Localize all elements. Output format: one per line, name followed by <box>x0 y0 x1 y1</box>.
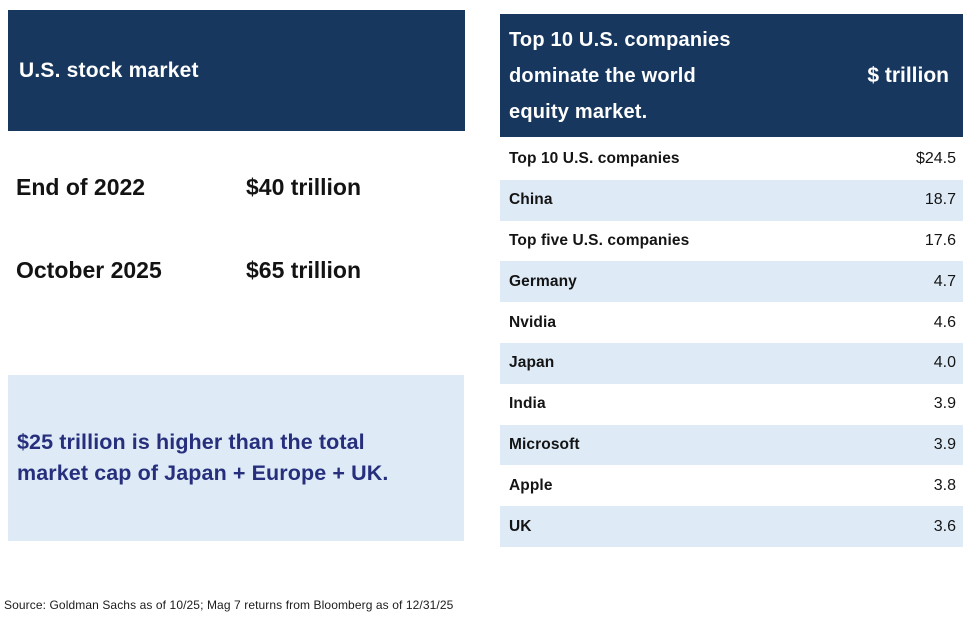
table-row-value: $24.5 <box>915 150 956 168</box>
table-row: Top 10 U.S. companies $24.5 <box>500 139 963 180</box>
table-row-value: 4.0 <box>933 354 956 372</box>
top10-title-line-3: equity market. <box>509 100 648 123</box>
us-stock-market-title: U.S. stock market <box>19 58 199 82</box>
stat-label: October 2025 <box>16 256 162 283</box>
stat-row: End of 2022 $40 trillion <box>8 172 464 202</box>
table-row-value: 4.7 <box>933 272 956 290</box>
top10-table-header: Top 10 U.S. companies dominate the world… <box>500 14 963 137</box>
market-cap-table: Top 10 U.S. companies $24.5 China 18.7 Top f… <box>500 139 963 547</box>
table-row: Microsoft 3.9 <box>500 424 963 466</box>
stat-value: $65 trillion <box>246 256 362 283</box>
table-row: Germany 4.7 <box>500 261 963 303</box>
table-row: Top five U.S. companies 17.6 <box>500 220 963 262</box>
stat-label: End of 2022 <box>16 173 146 200</box>
callout-line-2: market cap of Japan + Europe + UK. <box>17 461 389 485</box>
table-row: Japan 4.0 <box>500 342 963 384</box>
table-row-value: 3.9 <box>933 435 956 453</box>
us-stock-market-stats: End of 2022 $40 trillion October 2025 $65 t… <box>8 172 464 285</box>
table-row: India 3.9 <box>500 383 963 425</box>
callout-line-1: $25 trillion is higher than the total <box>17 430 365 454</box>
table-row-label: Japan <box>509 354 555 372</box>
table-row-label: Nvidia <box>509 313 557 331</box>
table-row-value: 4.6 <box>933 313 956 331</box>
top10-table-title: Top 10 U.S. companies dominate the world… <box>509 22 867 130</box>
us-stock-market-header: U.S. stock market <box>8 10 465 131</box>
table-row-value: 3.9 <box>933 395 956 413</box>
table-row-label: Microsoft <box>509 435 580 453</box>
table-row-value: 3.6 <box>933 517 956 535</box>
unit-label: $ trillion <box>867 63 949 87</box>
table-row-label: Germany <box>509 272 577 290</box>
table-row-label: UK <box>509 517 532 535</box>
source-note: Source: Goldman Sachs as of 10/25; Mag 7… <box>4 598 454 612</box>
table-row: Apple 3.8 <box>500 465 963 507</box>
table-row-label: Apple <box>509 476 553 494</box>
table-row-value: 18.7 <box>924 191 956 209</box>
table-row-value: 17.6 <box>924 231 956 249</box>
table-row-label: Top five U.S. companies <box>509 231 690 249</box>
table-row-value: 3.8 <box>933 476 956 494</box>
table-row: UK 3.6 <box>500 506 963 547</box>
top10-title-line-2: dominate the world <box>509 64 696 87</box>
stat-value: $40 trillion <box>246 173 362 200</box>
table-row-label: China <box>509 191 553 209</box>
table-row: Nvidia 4.6 <box>500 302 963 343</box>
table-row-label: Top 10 U.S. companies <box>509 150 680 168</box>
table-row-label: India <box>509 395 546 413</box>
stat-row: October 2025 $65 trillion <box>8 255 464 285</box>
table-row: China 18.7 <box>500 179 963 221</box>
top10-title-line-1: Top 10 U.S. companies <box>509 28 731 51</box>
callout-box: $25 trillion is higher than the total ma… <box>8 375 464 541</box>
